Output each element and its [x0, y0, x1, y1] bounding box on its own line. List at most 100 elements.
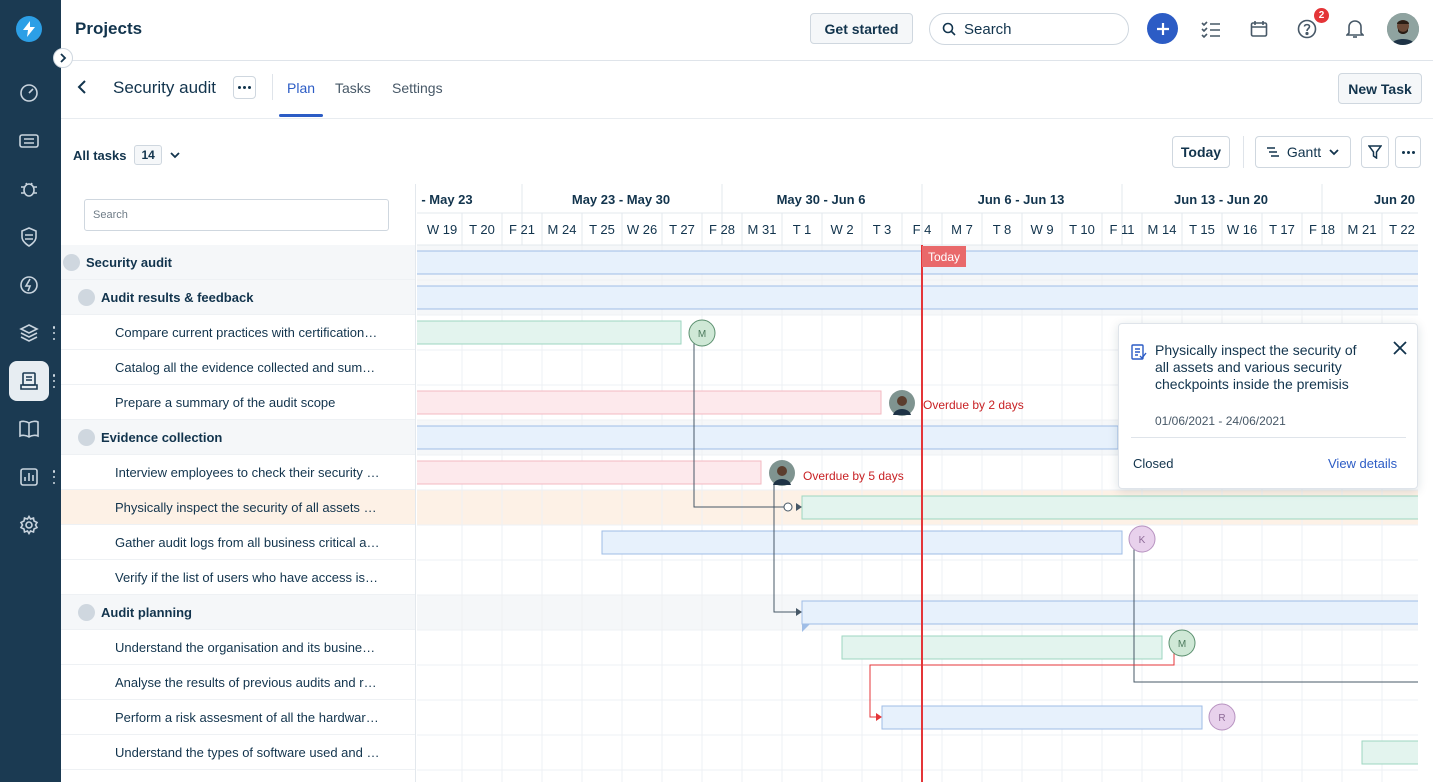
assignee-avatar[interactable]: [688, 319, 716, 347]
collapse-sidebar-button[interactable]: [53, 48, 73, 68]
day-label: T 17: [1269, 222, 1295, 237]
new-task-button[interactable]: New Task: [1338, 73, 1422, 104]
avatar-face: [897, 396, 907, 406]
task-label: Security audit: [86, 254, 172, 270]
app-logo-icon[interactable]: [16, 16, 42, 42]
book-icon[interactable]: [17, 417, 41, 441]
today-button[interactable]: Today: [1172, 136, 1230, 168]
search-input[interactable]: Search: [929, 13, 1129, 45]
projects-icon[interactable]: [9, 361, 49, 401]
day-label: T 25: [589, 222, 615, 237]
close-icon[interactable]: [1393, 341, 1407, 355]
assignee-avatar[interactable]: [1208, 703, 1236, 731]
search-placeholder: Search: [964, 20, 1012, 38]
assignee-initial: K: [1139, 535, 1146, 546]
view-select[interactable]: Gantt: [1255, 136, 1351, 168]
task-row[interactable]: Understand the organisation and its busi…: [61, 630, 415, 665]
help-badge: 2: [1314, 8, 1329, 23]
chevron-down-icon: [170, 151, 180, 158]
reports-icon[interactable]: [17, 465, 41, 489]
task-row[interactable]: Perform a risk assesment of all the hard…: [61, 700, 415, 735]
tab-plan[interactable]: Plan: [287, 80, 316, 96]
task-bar[interactable]: [417, 320, 682, 345]
view-details-link[interactable]: View details: [1328, 456, 1398, 471]
more-dots-icon[interactable]: [51, 470, 57, 484]
tab-tasks[interactable]: Tasks: [335, 80, 371, 96]
task-label: Understand the types of software used an…: [115, 744, 380, 760]
group-status-icon[interactable]: [63, 253, 80, 271]
task-group-row[interactable]: Security audit: [61, 245, 415, 280]
dependency-start: [783, 502, 793, 512]
group-status-icon[interactable]: [78, 603, 95, 621]
task-bar[interactable]: [417, 460, 762, 485]
task-row[interactable]: Gather audit logs from all business crit…: [61, 525, 415, 560]
task-row[interactable]: Prepare a summary of the audit scope: [61, 385, 415, 420]
task-bar[interactable]: [841, 635, 1163, 660]
day-label: T 15: [1189, 222, 1215, 237]
summary-end-marker: [802, 624, 810, 632]
task-row[interactable]: Physically inspect the security of all a…: [61, 490, 415, 525]
project-more-button[interactable]: [233, 76, 256, 99]
layers-icon[interactable]: [17, 321, 41, 345]
task-row[interactable]: Compare current practices with certifica…: [61, 315, 415, 350]
gantt-row-bg: [417, 560, 1418, 595]
task-bar[interactable]: [801, 495, 1418, 520]
assignee-avatar[interactable]: [1128, 525, 1156, 553]
assignee-avatar[interactable]: [1168, 629, 1196, 657]
day-label: W 9: [1030, 222, 1053, 237]
shield-icon[interactable]: [17, 225, 41, 249]
task-row[interactable]: Verify if the list of users who have acc…: [61, 560, 415, 595]
task-bar[interactable]: [881, 705, 1203, 730]
tab-settings[interactable]: Settings: [392, 80, 443, 96]
task-count-badge: 14: [134, 145, 162, 165]
bell-icon[interactable]: [1343, 17, 1367, 41]
today-marker: [922, 246, 966, 267]
task-row[interactable]: Analyse the results of previous audits a…: [61, 665, 415, 700]
project-header: Security audit Plan Tasks Settings New T…: [61, 62, 1433, 119]
all-tasks-filter[interactable]: All tasks 14: [73, 145, 180, 165]
tickets-icon[interactable]: [17, 129, 41, 153]
add-button[interactable]: [1147, 13, 1178, 44]
lightning-icon[interactable]: [17, 273, 41, 297]
task-bar[interactable]: [1361, 740, 1418, 765]
more-options-button[interactable]: [1395, 136, 1421, 168]
task-label: Audit planning: [101, 604, 192, 620]
task-row[interactable]: Catalog all the evidence collected and s…: [61, 350, 415, 385]
help-icon[interactable]: [1295, 17, 1319, 41]
summary-bar[interactable]: [417, 285, 1418, 310]
task-group-row[interactable]: Evidence collection: [61, 420, 415, 455]
task-row[interactable]: Understand the types of software used an…: [61, 735, 415, 770]
popover-title: Physically inspect the security of all a…: [1155, 342, 1357, 392]
gantt-toolbar: All tasks 14 Today Gantt: [61, 120, 1433, 184]
more-dots-icon[interactable]: [51, 374, 57, 388]
task-group-row[interactable]: Audit planning: [61, 595, 415, 630]
assignee-initial: M: [698, 329, 706, 340]
task-bar[interactable]: [601, 530, 1123, 555]
group-status-icon[interactable]: [78, 428, 95, 446]
assignee-initial: M: [1178, 639, 1186, 650]
day-label: M 14: [1148, 222, 1177, 237]
tasks-checklist-icon[interactable]: [1199, 17, 1223, 41]
get-started-button[interactable]: Get started: [810, 13, 913, 44]
task-group-row[interactable]: Audit results & feedback: [61, 280, 415, 315]
back-arrow-icon[interactable]: [77, 80, 87, 99]
summary-bar[interactable]: [417, 250, 1418, 275]
day-label: T 10: [1069, 222, 1095, 237]
summary-bar[interactable]: [417, 425, 1119, 450]
day-label: F 4: [913, 222, 932, 237]
task-row[interactable]: Interview employees to check their secur…: [61, 455, 415, 490]
more-dots-icon[interactable]: [51, 326, 57, 340]
day-label: T 22: [1389, 222, 1415, 237]
task-bar[interactable]: [417, 390, 882, 415]
summary-bar[interactable]: [801, 600, 1418, 625]
group-status-icon[interactable]: [78, 288, 95, 306]
assignee-initial: R: [1218, 713, 1225, 724]
bug-icon[interactable]: [17, 177, 41, 201]
dashboard-icon[interactable]: [17, 81, 41, 105]
day-label: M 24: [548, 222, 577, 237]
calendar-icon[interactable]: [1247, 17, 1271, 41]
filter-button[interactable]: [1361, 136, 1389, 168]
settings-icon[interactable]: [17, 513, 41, 537]
task-search-input[interactable]: Search: [84, 199, 389, 231]
user-avatar[interactable]: [1387, 13, 1419, 45]
